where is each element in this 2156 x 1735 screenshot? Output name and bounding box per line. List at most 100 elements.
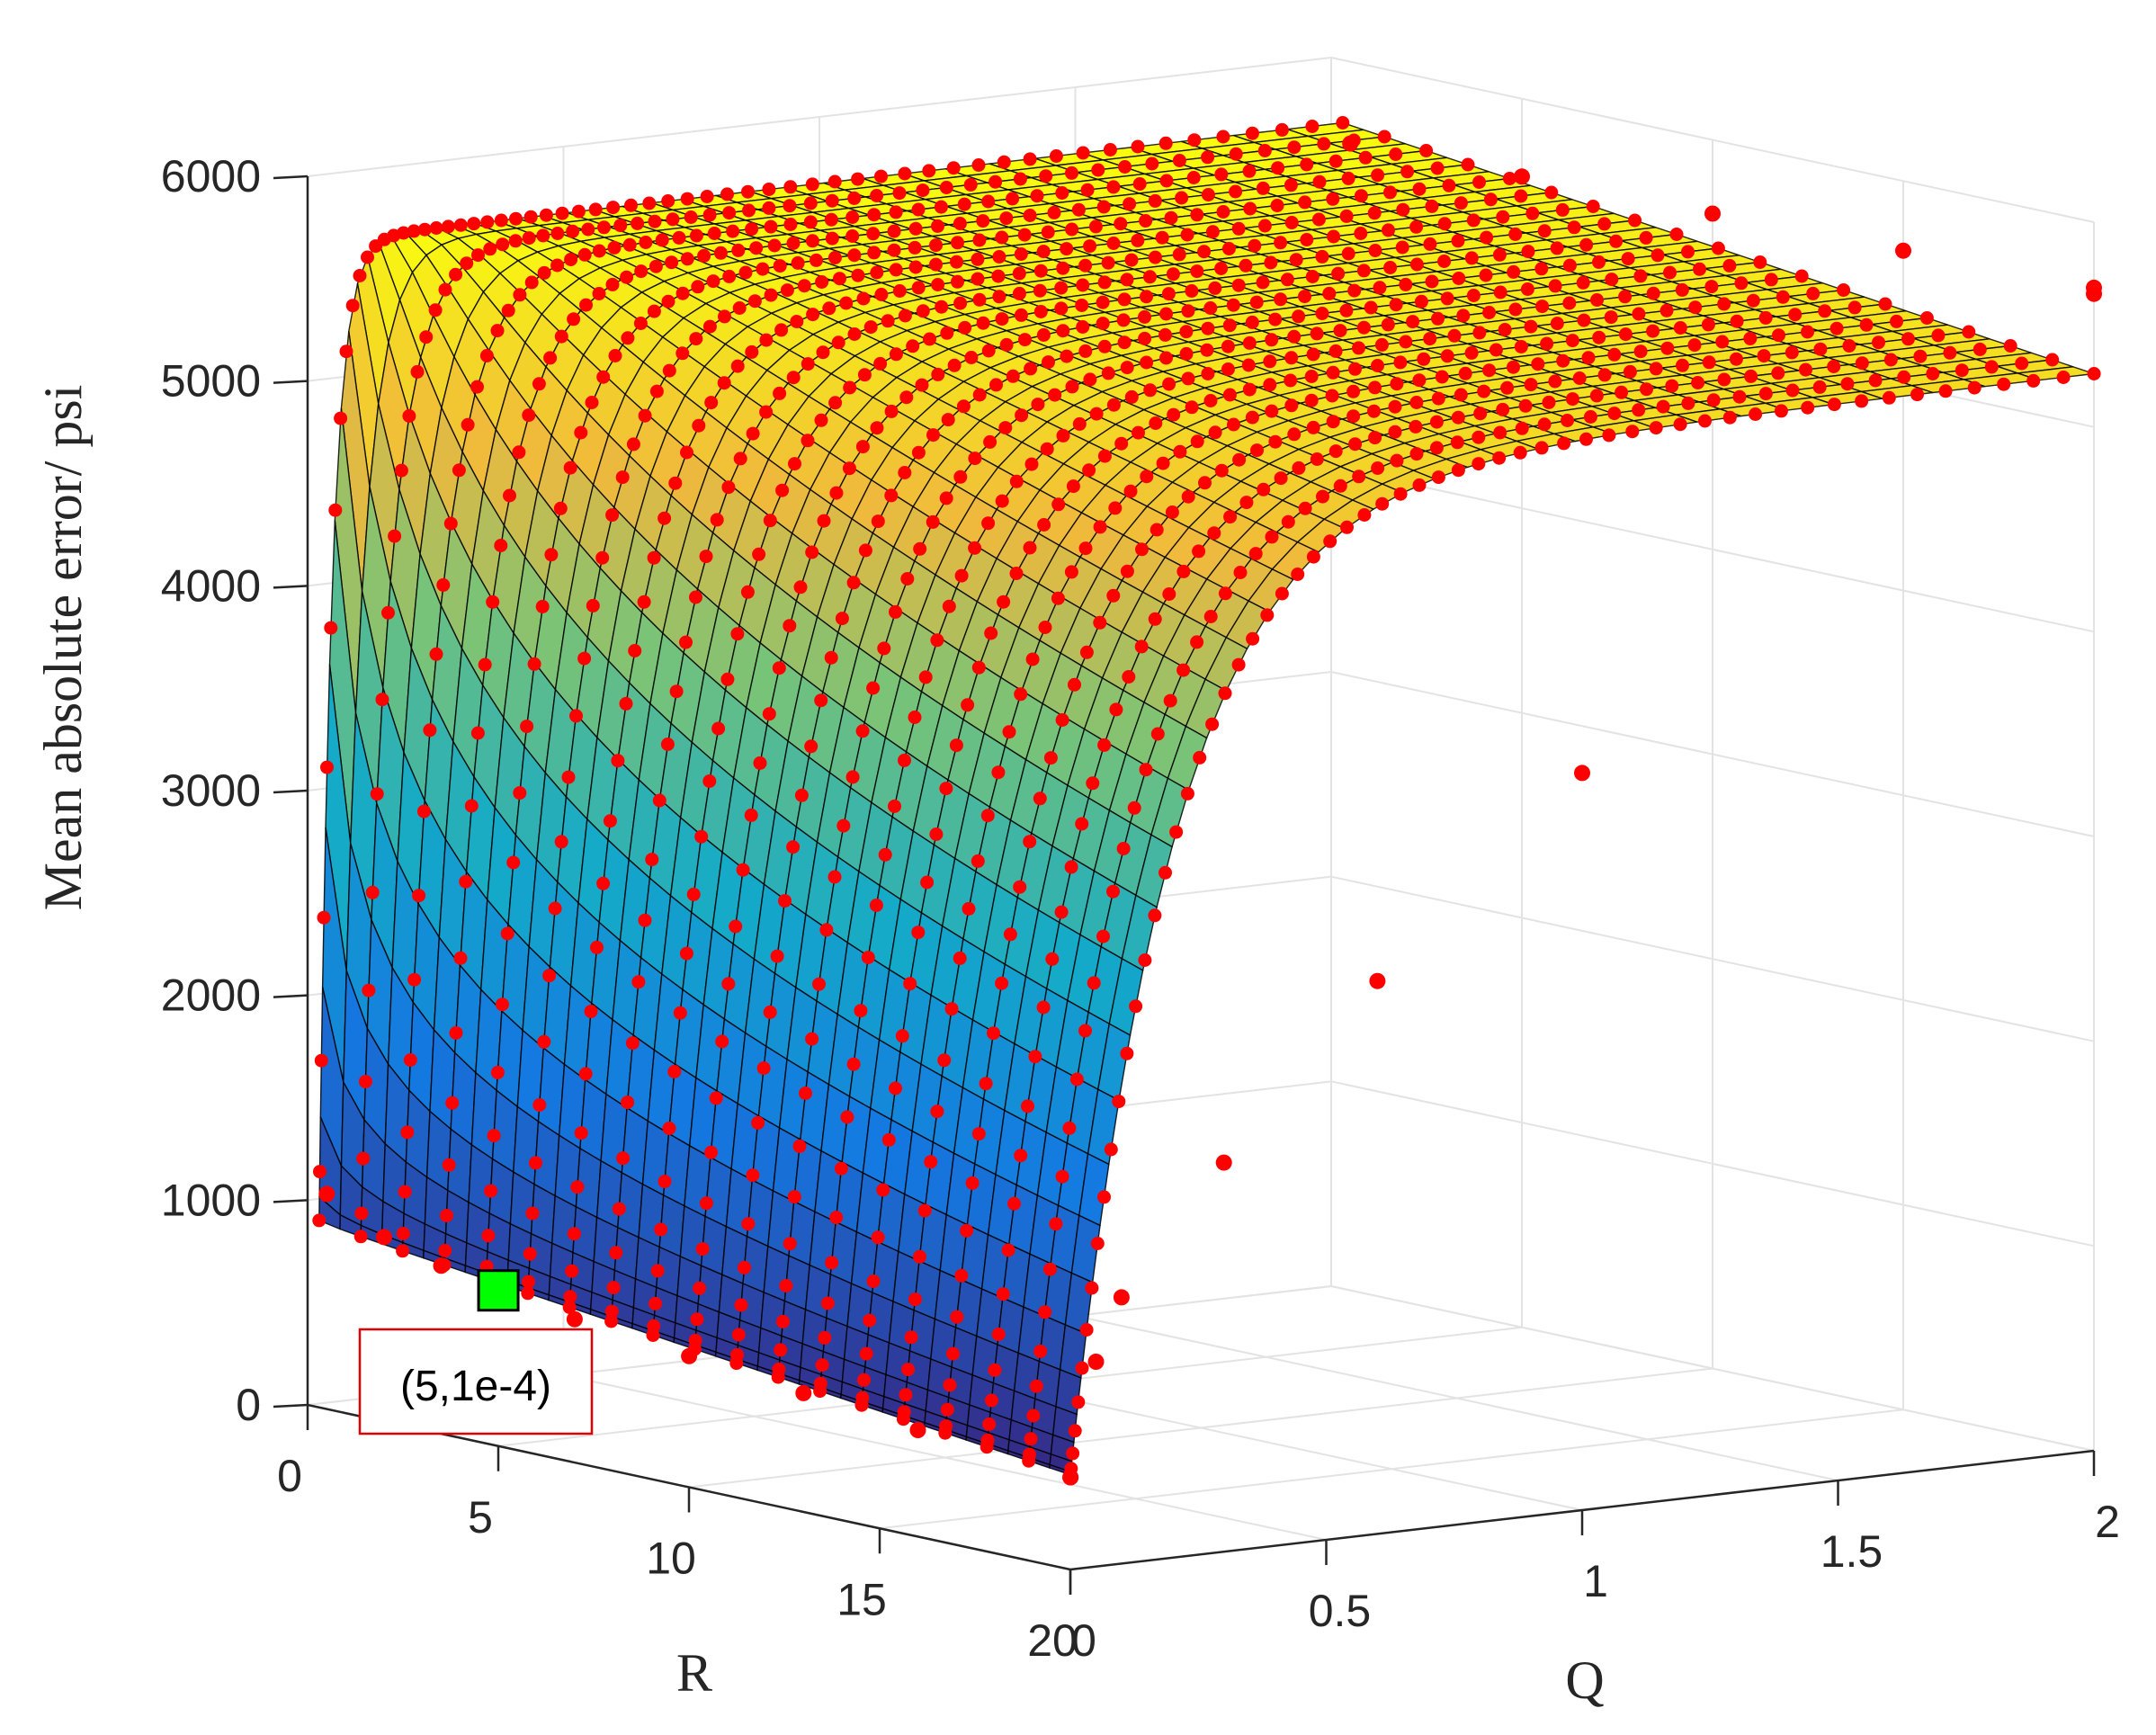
- surface-marker: [805, 545, 819, 559]
- surface-marker: [1166, 267, 1180, 282]
- surface-marker: [479, 349, 494, 362]
- surface-marker: [520, 720, 534, 734]
- surface-marker: [949, 738, 963, 753]
- surface-marker: [1012, 286, 1026, 300]
- surface-marker: [1292, 461, 1306, 475]
- surface-marker: [1774, 404, 1788, 418]
- surface-marker: [1328, 444, 1343, 459]
- surface-marker: [942, 599, 956, 613]
- series-point: [681, 1347, 698, 1364]
- surface-marker: [570, 1180, 585, 1194]
- surface-marker: [1310, 326, 1324, 341]
- surface-marker: [1435, 370, 1449, 384]
- surface-marker: [1013, 880, 1027, 894]
- surface-marker: [979, 1077, 993, 1091]
- surface-marker: [1076, 146, 1090, 160]
- surface-marker: [1172, 154, 1186, 167]
- surface-marker: [971, 158, 986, 172]
- surface-marker: [487, 1129, 501, 1143]
- surface-marker: [1367, 206, 1382, 220]
- surface-marker: [494, 213, 508, 228]
- surface-marker: [829, 486, 844, 500]
- surface-marker: [686, 887, 701, 901]
- surface-marker: [1383, 185, 1397, 200]
- surface-marker: [1586, 200, 1600, 213]
- surface-marker: [877, 641, 891, 656]
- y-tick-label: 0.5: [1309, 1586, 1372, 1636]
- surface-marker: [717, 376, 731, 390]
- surface-marker: [1368, 431, 1382, 445]
- z-tick-label: 4000: [161, 560, 261, 611]
- surface-marker: [689, 332, 703, 346]
- surface-marker: [1375, 496, 1390, 511]
- surface-marker: [1327, 229, 1341, 244]
- surface-marker: [736, 863, 750, 877]
- surface-marker: [699, 1196, 713, 1211]
- surface-marker: [762, 201, 776, 215]
- surface-marker: [1056, 261, 1070, 275]
- surface-marker: [1242, 164, 1257, 178]
- surface-marker: [407, 224, 421, 238]
- surface-marker: [1565, 334, 1579, 348]
- surface-marker: [1572, 371, 1587, 385]
- x-tick-label: 10: [646, 1534, 696, 1584]
- x-tick-label: 15: [836, 1574, 887, 1624]
- surface-marker: [631, 216, 645, 230]
- surface-marker: [753, 756, 767, 770]
- surface-marker: [950, 1310, 964, 1324]
- surface-marker: [1033, 264, 1048, 278]
- surface-marker: [770, 949, 784, 963]
- surface-marker: [523, 1247, 537, 1261]
- surface-marker: [1567, 220, 1581, 235]
- surface-marker: [548, 901, 562, 916]
- surface-marker: [834, 1161, 848, 1176]
- surface-marker: [904, 1330, 918, 1345]
- surface-marker: [835, 612, 849, 626]
- surface-marker: [1681, 396, 1695, 410]
- surface-marker: [1197, 245, 1212, 259]
- surface-marker: [937, 1053, 952, 1068]
- surface-marker: [981, 516, 996, 531]
- surface-marker: [1123, 197, 1137, 211]
- x-tick-label: 5: [468, 1492, 493, 1543]
- surface-marker: [1461, 157, 1475, 172]
- surface-marker: [616, 1151, 631, 1166]
- surface-marker: [1080, 183, 1095, 197]
- surface-marker: [611, 754, 625, 768]
- surface-marker: [2087, 367, 2101, 380]
- surface-marker: [1607, 347, 1622, 362]
- surface-marker: [1913, 349, 1928, 363]
- surface-marker: [903, 977, 917, 991]
- surface-marker: [1537, 417, 1552, 432]
- surface-marker: [1550, 241, 1564, 255]
- surface-marker: [1799, 362, 1812, 377]
- surface-marker: [815, 1358, 829, 1373]
- surface-marker: [874, 288, 889, 301]
- surface-marker: [606, 201, 621, 215]
- surface-marker: [833, 272, 846, 286]
- surface-marker: [1106, 180, 1121, 194]
- surface-marker: [1356, 320, 1371, 335]
- surface-marker: [859, 1346, 873, 1361]
- surface-marker: [997, 595, 1011, 609]
- surface-marker: [983, 434, 997, 449]
- surface-marker: [586, 598, 600, 613]
- surface-marker: [1218, 586, 1232, 601]
- axes-lines: [273, 174, 2096, 1595]
- surface-marker: [972, 292, 987, 307]
- surface-marker: [1340, 520, 1354, 534]
- z-tick-label: 2000: [161, 970, 261, 1021]
- surface-marker: [416, 804, 431, 818]
- surface-marker: [981, 344, 996, 358]
- surface-marker: [1187, 133, 1202, 148]
- surface-marker: [939, 491, 953, 505]
- surface-marker: [555, 206, 569, 220]
- surface-marker: [672, 230, 686, 245]
- surface-marker: [1120, 564, 1134, 578]
- surface-marker: [1732, 389, 1747, 404]
- surface-marker: [490, 1065, 505, 1079]
- surface-marker: [1249, 295, 1264, 309]
- surface-marker: [1675, 282, 1689, 297]
- surface-marker: [1227, 417, 1240, 432]
- surface-marker: [1181, 304, 1195, 318]
